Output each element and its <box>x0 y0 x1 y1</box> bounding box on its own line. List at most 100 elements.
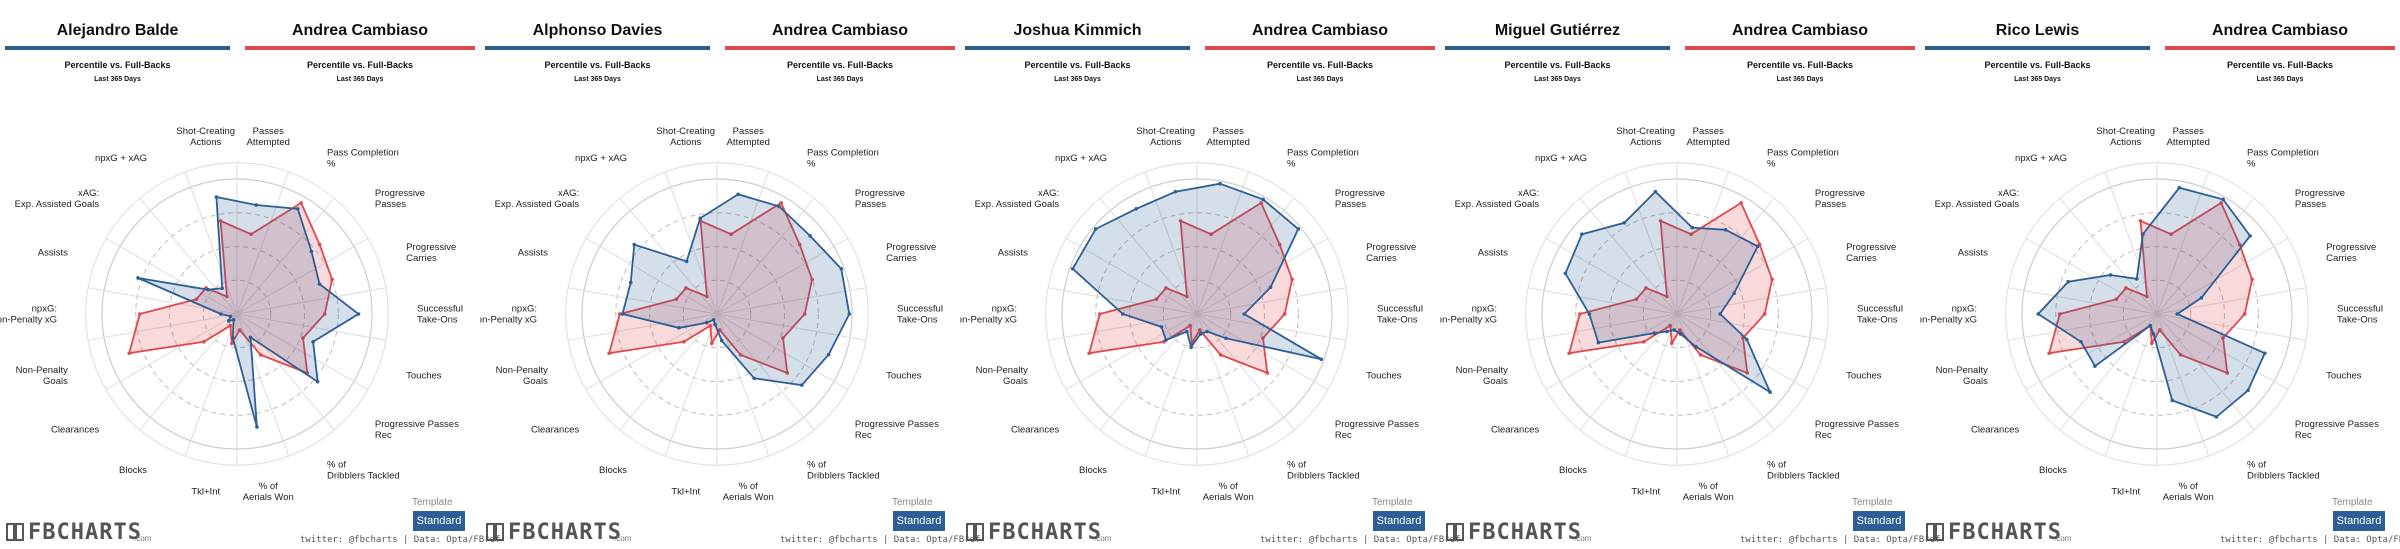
series-point <box>607 351 611 356</box>
axis-label: Pass Completion% <box>327 148 399 170</box>
radar-panel: Alphonso Davies Andrea Cambiaso Percentile… <box>480 0 980 549</box>
series-point <box>1690 225 1695 230</box>
grid-spoke <box>1676 313 1809 391</box>
axis-label: npxG:Non-Penalty xG <box>1920 304 1977 326</box>
comparison-player-name: Andrea Cambiaso <box>771 22 909 39</box>
logo-text: FBCHARTS <box>988 520 1102 545</box>
grid-spoke <box>716 313 866 341</box>
series-point <box>1087 351 1091 356</box>
series-point <box>738 353 743 357</box>
series-point <box>718 328 722 332</box>
series-point <box>1665 329 1669 334</box>
series-point <box>1723 228 1728 232</box>
grid-ring <box>2055 212 2259 416</box>
data-credit: twitter: @fbcharts | Data: Opta/FBref <box>780 535 981 545</box>
series-point <box>704 320 709 325</box>
template-label: Template <box>1372 497 1413 508</box>
template-label: Template <box>2332 497 2373 508</box>
series-point <box>2134 277 2139 281</box>
axis-label: Progressive Passes Rec <box>855 419 939 441</box>
grid-spoke <box>1579 313 1678 431</box>
series-point <box>317 242 322 247</box>
series-point <box>2221 197 2225 202</box>
series-point <box>2058 312 2062 316</box>
template-selector[interactable]: Standard <box>1853 511 1905 531</box>
series-point <box>729 232 733 237</box>
grid-spoke <box>568 287 718 315</box>
axis-label: % of Aerials Won <box>723 481 774 503</box>
grid-spoke <box>2025 313 2158 391</box>
series-point <box>684 259 689 264</box>
grid-spoke <box>2156 237 2289 315</box>
template-selector[interactable]: Standard <box>893 511 945 531</box>
series-point <box>2145 294 2149 299</box>
grid-spoke <box>236 237 369 315</box>
axis-label: % of Aerials Won <box>1683 481 1734 503</box>
series-point <box>202 339 206 344</box>
grid-spoke <box>2156 287 2306 315</box>
player-color-bar <box>1925 46 2150 50</box>
comparison-period: Last 365 Days <box>1776 76 1824 83</box>
axis-label: Pass Completion% <box>1767 148 1839 170</box>
axis-label: Non-Penalty Goals <box>1456 365 1509 387</box>
grid-spoke <box>716 171 770 315</box>
axis-label: Shot-Creating Actions <box>176 126 235 148</box>
player-color-bar <box>5 46 230 50</box>
series-point <box>698 216 702 221</box>
grid-spoke <box>1624 171 1678 315</box>
axis-label: % of Aerials Won <box>1203 481 1254 503</box>
axis-label: Progressive Carries <box>1366 242 1416 264</box>
comparison-color-bar <box>725 46 955 50</box>
grid-spoke <box>2008 287 2158 315</box>
player-color-bar <box>965 46 1190 50</box>
series-point <box>2250 277 2254 282</box>
series-point <box>1185 294 1189 299</box>
series-point <box>1718 312 1722 316</box>
series-point <box>2263 351 2267 356</box>
axis-label: Pass Completion% <box>807 148 879 170</box>
series-point <box>1198 332 1203 336</box>
series-point <box>684 286 688 290</box>
player-name: Joshua Kimmich <box>1013 22 1142 39</box>
axis-label: Non-Penalty Goals <box>496 365 549 387</box>
series-point <box>127 351 131 356</box>
axis-label: % of Aerials Won <box>243 481 294 503</box>
series-point <box>2150 341 2154 346</box>
template-selector[interactable]: Standard <box>1373 511 1425 531</box>
radar-chart: Passes Attempted Pass Completion % Progressi… <box>480 126 943 503</box>
template-selector[interactable]: Standard <box>2333 511 2385 531</box>
logo-suffix: .com <box>2054 534 2072 543</box>
comparison-color-bar <box>1685 46 1915 50</box>
series-point <box>1678 328 1682 332</box>
series-point <box>2047 351 2051 356</box>
axis-label: Passes Attempted <box>727 126 770 148</box>
player-name: Alejandro Balde <box>56 22 179 39</box>
series-point <box>777 204 781 209</box>
series-point <box>674 297 679 302</box>
series-point <box>2169 232 2173 237</box>
grid-spoke <box>184 313 238 457</box>
series-point <box>1689 232 1693 237</box>
logo-icon <box>486 523 504 541</box>
series-point <box>2158 328 2162 332</box>
player-period: Last 365 Days <box>94 76 141 83</box>
axis-label: Assists <box>998 247 1028 258</box>
axis-label: Assists <box>38 247 68 258</box>
fbcharts-logo: FBCHARTS .com <box>1926 520 2076 545</box>
series-point <box>1189 345 1193 350</box>
axis-label: xAG: Exp. Assisted Goals <box>1935 188 2020 210</box>
series-point <box>2122 339 2126 344</box>
comparison-subtitle: Percentile vs. Full-Backs <box>786 60 894 70</box>
series-point <box>1185 329 1189 334</box>
axis-label: Progressive Carries <box>406 242 456 264</box>
player-subtitle: Percentile vs. Full-Backs <box>64 60 171 70</box>
series-point <box>1178 219 1183 223</box>
comparison-color-bar <box>1205 46 1435 50</box>
series-point <box>228 323 233 328</box>
axis-label: Progressive Passes <box>855 188 905 210</box>
grid-spoke <box>105 313 238 391</box>
series-point <box>839 266 844 271</box>
template-selector[interactable]: Standard <box>413 511 465 531</box>
axis-label: Touches <box>1366 371 1402 382</box>
grid-spoke <box>1196 171 1250 315</box>
